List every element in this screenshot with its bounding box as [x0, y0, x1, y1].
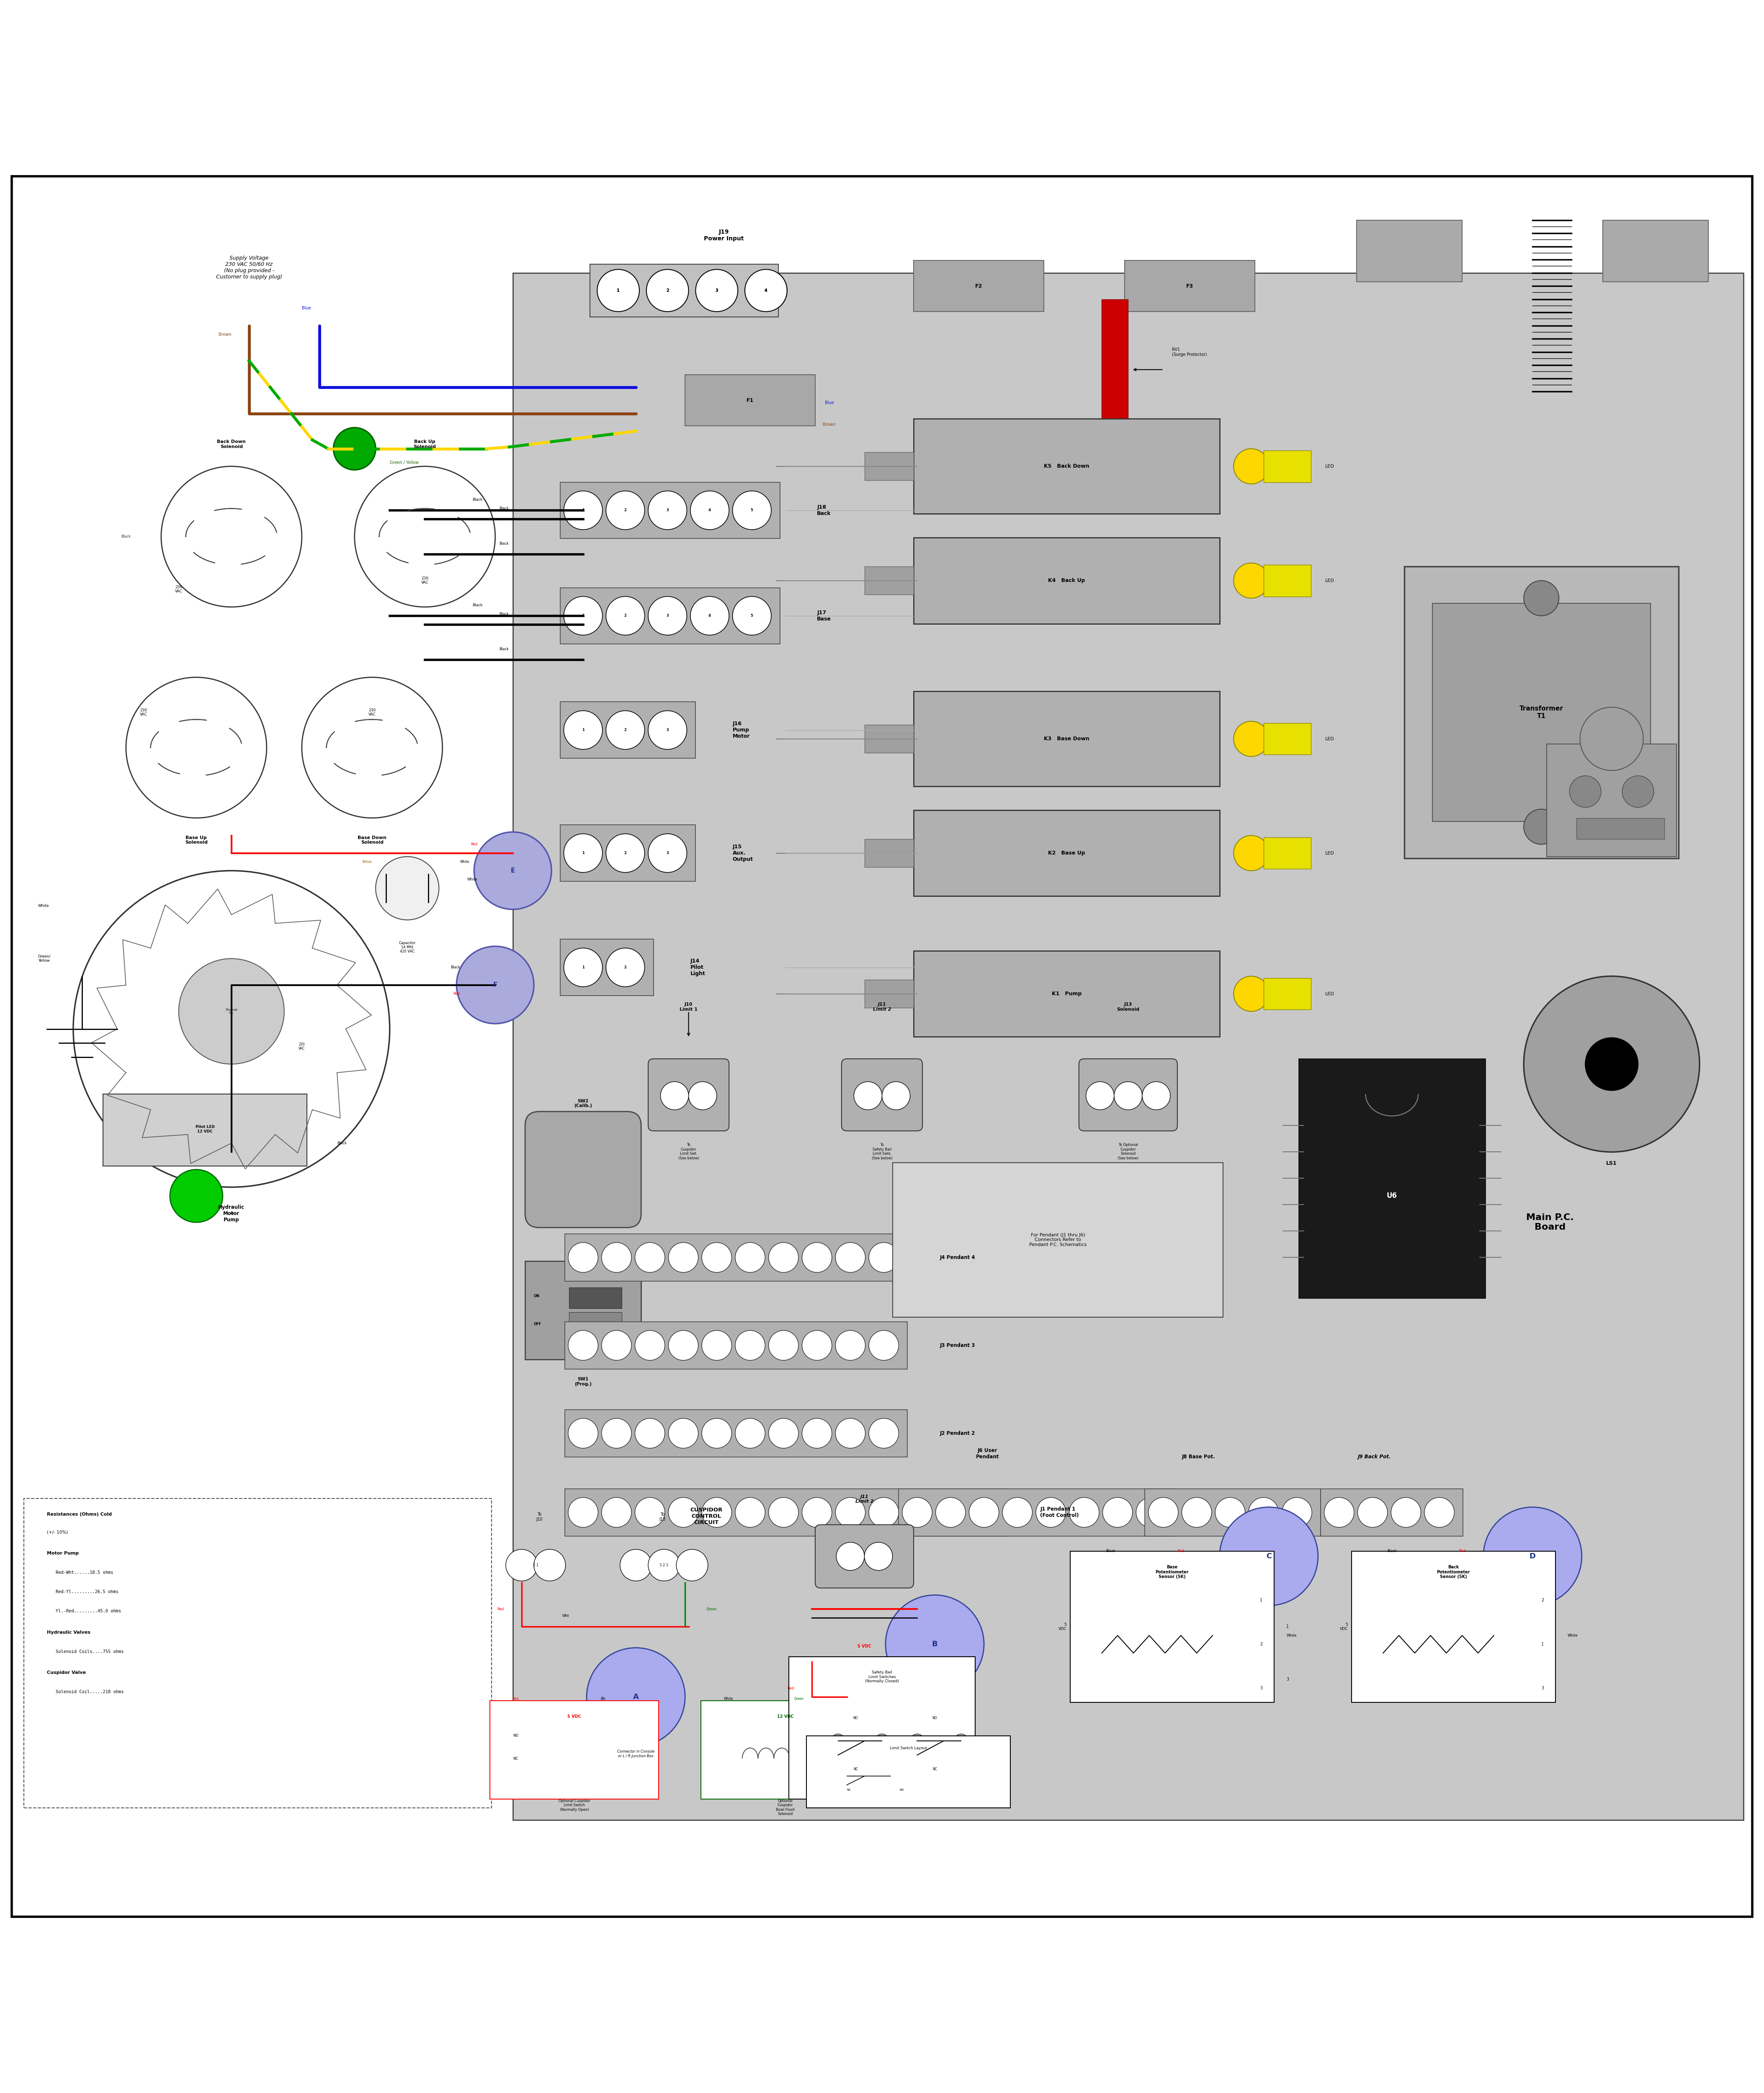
Circle shape	[647, 597, 686, 634]
Circle shape	[935, 1496, 965, 1528]
FancyBboxPatch shape	[700, 1700, 878, 1800]
Text: J4 Pendant 4: J4 Pendant 4	[940, 1254, 975, 1260]
FancyBboxPatch shape	[591, 264, 778, 316]
Circle shape	[169, 1170, 222, 1222]
Text: J2 Pendant 2: J2 Pendant 2	[940, 1430, 975, 1436]
Circle shape	[854, 1082, 882, 1109]
Text: J14
Pilot
Light: J14 Pilot Light	[690, 959, 706, 977]
Circle shape	[744, 270, 787, 312]
Circle shape	[732, 492, 771, 530]
Circle shape	[968, 1496, 998, 1528]
FancyBboxPatch shape	[1145, 1488, 1321, 1536]
Text: (+/- 10%): (+/- 10%)	[48, 1530, 67, 1534]
Text: LED: LED	[1325, 737, 1334, 741]
FancyBboxPatch shape	[561, 481, 780, 538]
Text: F3: F3	[1185, 283, 1192, 289]
Text: 5: 5	[751, 509, 753, 513]
FancyBboxPatch shape	[564, 1409, 907, 1457]
Text: 1: 1	[1286, 1624, 1289, 1628]
Circle shape	[607, 948, 644, 986]
Circle shape	[669, 1419, 699, 1448]
Text: Back Up
Solenoid: Back Up Solenoid	[413, 440, 436, 448]
Text: For Pendant (J1 thru J6)
Connectors Refer to
Pendant P.C. Schematics: For Pendant (J1 thru J6) Connectors Refe…	[1028, 1233, 1087, 1247]
Circle shape	[635, 1331, 665, 1360]
Circle shape	[598, 270, 639, 312]
Text: Hydraulic Valves: Hydraulic Valves	[48, 1630, 90, 1635]
Text: Yl.-Red.........45.0 ohms: Yl.-Red.........45.0 ohms	[56, 1610, 122, 1614]
Text: B: B	[931, 1641, 938, 1647]
Text: 2 1: 2 1	[533, 1563, 538, 1568]
Text: 1: 1	[1542, 1643, 1544, 1647]
Circle shape	[836, 1419, 866, 1448]
Text: Black: Black	[473, 603, 483, 607]
Circle shape	[564, 833, 603, 873]
Circle shape	[333, 427, 376, 469]
Text: To Optional
Cuspidor
Solenoid
(See below): To Optional Cuspidor Solenoid (See below…	[1118, 1143, 1138, 1160]
Circle shape	[732, 597, 771, 634]
Circle shape	[769, 1419, 799, 1448]
Text: K2   Base Up: K2 Base Up	[1048, 850, 1085, 856]
FancyBboxPatch shape	[1263, 450, 1311, 481]
Text: J8 Base Pot.: J8 Base Pot.	[1182, 1455, 1215, 1459]
Text: 3: 3	[667, 852, 669, 856]
Text: K1   Pump: K1 Pump	[1051, 992, 1081, 996]
Text: A: A	[633, 1693, 639, 1702]
Text: Red-Wht......18.5 ohms: Red-Wht......18.5 ohms	[56, 1570, 113, 1574]
Circle shape	[1249, 1496, 1279, 1528]
Circle shape	[744, 270, 787, 312]
Circle shape	[564, 492, 603, 530]
Text: Red: Red	[471, 843, 478, 846]
Text: K5   Back Down: K5 Back Down	[1044, 465, 1090, 469]
Text: White: White	[467, 877, 478, 881]
Text: RV1
(Surge Protector): RV1 (Surge Protector)	[1171, 347, 1207, 356]
Text: White: White	[460, 860, 469, 864]
Text: White: White	[1568, 1633, 1579, 1637]
Text: 3: 3	[667, 509, 669, 513]
Circle shape	[1392, 1496, 1420, 1528]
Text: F: F	[492, 982, 497, 988]
Text: LS1: LS1	[1607, 1162, 1618, 1166]
Text: Transformer
T1: Transformer T1	[1519, 705, 1563, 720]
Text: 4: 4	[764, 289, 767, 293]
FancyBboxPatch shape	[684, 375, 815, 425]
Circle shape	[736, 1331, 766, 1360]
Circle shape	[769, 1331, 799, 1360]
Circle shape	[803, 1331, 833, 1360]
Text: E: E	[510, 869, 515, 875]
Text: 230
VAC: 230 VAC	[139, 707, 146, 716]
Circle shape	[1035, 1496, 1065, 1528]
Text: 3: 3	[1542, 1687, 1544, 1691]
Circle shape	[564, 712, 603, 749]
Circle shape	[161, 467, 302, 607]
FancyBboxPatch shape	[914, 262, 1044, 312]
Circle shape	[1233, 722, 1268, 756]
Circle shape	[568, 1331, 598, 1360]
Text: Black: Black	[499, 611, 508, 615]
FancyBboxPatch shape	[864, 724, 914, 753]
Text: 2: 2	[624, 852, 626, 856]
Text: Green / Yellow: Green / Yellow	[390, 460, 418, 465]
Text: Red: Red	[497, 1607, 505, 1612]
Text: 5
VDC: 5 VDC	[1058, 1622, 1067, 1630]
Circle shape	[568, 1419, 598, 1448]
Text: J11
Limit 2: J11 Limit 2	[873, 1003, 891, 1011]
Text: 2: 2	[1259, 1643, 1263, 1647]
Circle shape	[534, 1549, 566, 1580]
Circle shape	[1233, 975, 1268, 1011]
Circle shape	[568, 1496, 598, 1528]
Circle shape	[688, 1082, 716, 1109]
Circle shape	[935, 1496, 965, 1528]
Circle shape	[607, 833, 644, 873]
Circle shape	[646, 270, 688, 312]
FancyBboxPatch shape	[815, 1524, 914, 1589]
FancyBboxPatch shape	[25, 1499, 492, 1808]
FancyBboxPatch shape	[561, 825, 695, 881]
Circle shape	[1087, 1082, 1115, 1109]
Circle shape	[1581, 707, 1644, 770]
Circle shape	[1143, 1082, 1170, 1109]
Circle shape	[702, 1243, 732, 1273]
Text: D: D	[1529, 1553, 1536, 1559]
Text: Thermal
O/L: Thermal O/L	[226, 1009, 238, 1015]
Circle shape	[660, 1082, 688, 1109]
Circle shape	[901, 1496, 931, 1528]
